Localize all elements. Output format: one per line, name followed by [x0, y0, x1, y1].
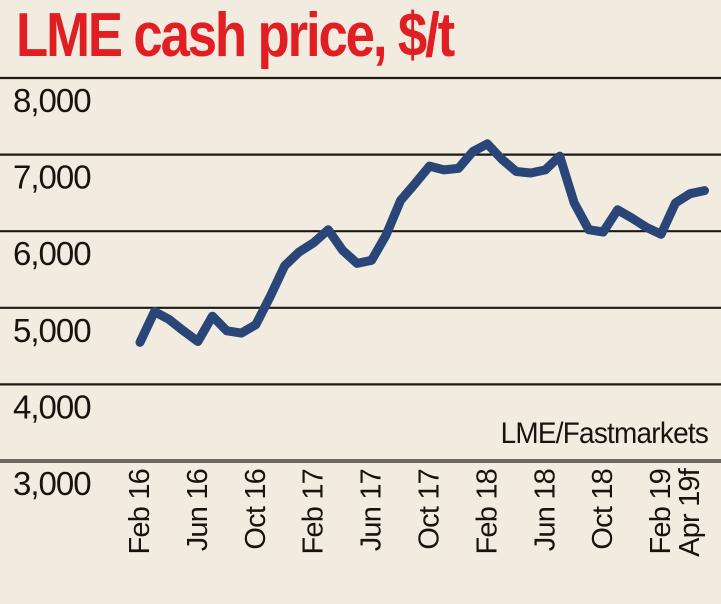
y-label-5000: 5,000: [13, 312, 91, 349]
chart-title: LME cash price, $/t: [16, 1, 455, 70]
y-label-7000: 7,000: [13, 159, 91, 196]
x-label-apr-19f: Apr 19f: [674, 467, 706, 557]
y-label-3000: 3,000: [13, 465, 91, 502]
price-line: [135, 139, 709, 347]
x-label-oct-16: Oct 16: [240, 469, 272, 550]
x-label-jun-18: Jun 18: [529, 469, 561, 551]
y-label-6000: 6,000: [13, 235, 91, 272]
source-credit: LME/Fastmarkets: [500, 417, 709, 450]
y-label-8000: 8,000: [13, 82, 91, 119]
x-label-jun-16: Jun 16: [182, 469, 214, 551]
x-label-oct-18: Oct 18: [587, 469, 619, 550]
x-label-feb-19: Feb 19: [645, 469, 677, 555]
x-label-feb-17: Feb 17: [298, 469, 330, 555]
x-label-jun-17: Jun 17: [356, 469, 388, 551]
x-label-oct-17: Oct 17: [414, 469, 446, 550]
y-label-4000: 4,000: [13, 388, 91, 425]
x-label-feb-18: Feb 18: [471, 469, 503, 555]
x-label-feb-16: Feb 16: [124, 469, 156, 555]
